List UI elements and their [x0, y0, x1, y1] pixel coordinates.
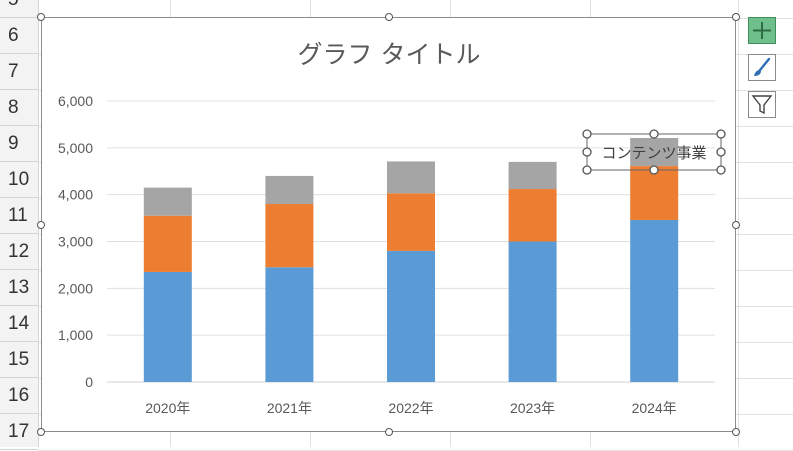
annotation-resize-handle[interactable] — [582, 147, 592, 157]
bar-segment[interactable] — [265, 204, 314, 268]
row-number[interactable]: 13 — [0, 270, 38, 306]
bar-segment[interactable] — [508, 241, 557, 383]
bar-segment[interactable] — [508, 189, 557, 242]
row-number[interactable]: 15 — [0, 342, 38, 378]
y-tick-label: 6,000 — [58, 93, 93, 109]
annotation-resize-handle[interactable] — [716, 129, 726, 139]
y-tick-label: 0 — [85, 374, 93, 390]
row-header-column: 567891011121314151617 — [0, 0, 39, 450]
row-number[interactable]: 16 — [0, 378, 38, 414]
chart-filters-button[interactable] — [748, 91, 776, 118]
plus-icon — [753, 22, 771, 39]
row-number[interactable]: 11 — [0, 198, 38, 234]
bar-segment[interactable] — [265, 267, 314, 382]
x-tick-label: 2023年 — [510, 400, 555, 416]
chart-title[interactable]: グラフ タイトル — [298, 40, 481, 69]
y-tick-label: 3,000 — [58, 234, 93, 250]
bar-segment[interactable] — [630, 137, 679, 167]
y-tick-label: 1,000 — [58, 327, 93, 343]
bar-segment[interactable] — [387, 161, 435, 194]
row-number[interactable]: 14 — [0, 306, 38, 342]
filter-icon — [751, 95, 773, 115]
chart-svg: グラフ タイトル 0 1,000 2,000 3,000 4,000 5,000 6,000 2… — [58, 40, 726, 416]
row-number[interactable]: 17 — [0, 414, 38, 450]
row-number[interactable]: 8 — [0, 90, 38, 126]
bar-segment[interactable] — [387, 193, 435, 251]
x-tick-label: 2020年 — [145, 400, 190, 416]
annotation-resize-handle[interactable] — [582, 129, 592, 139]
chart-styles-button[interactable] — [748, 54, 776, 81]
bar-segment[interactable] — [630, 166, 679, 220]
bar-segment[interactable] — [265, 175, 314, 205]
x-tick-label: 2022年 — [388, 400, 433, 416]
x-tick-label: 2021年 — [267, 400, 312, 416]
chart-elements-button[interactable] — [748, 17, 776, 44]
chart-resize-handle[interactable] — [37, 13, 45, 21]
annotation-resize-handle[interactable] — [649, 165, 659, 175]
y-tick-label: 4,000 — [58, 187, 93, 203]
chart-resize-handle[interactable] — [384, 13, 393, 21]
bar-segment[interactable] — [387, 250, 435, 382]
annotation-resize-handle[interactable] — [716, 147, 726, 157]
annotation-resize-handle[interactable] — [649, 129, 659, 139]
row-number[interactable]: 10 — [0, 162, 38, 198]
chart-resize-handle[interactable] — [732, 13, 740, 21]
chart-resize-handle[interactable] — [37, 220, 45, 229]
annotation-label[interactable]: コンテンツ事業 — [601, 144, 706, 162]
annotation-resize-handle[interactable] — [716, 165, 726, 175]
bar-segment[interactable] — [143, 215, 192, 272]
row-number[interactable]: 9 — [0, 126, 38, 162]
y-tick-label: 2,000 — [58, 280, 93, 296]
brush-icon — [754, 57, 771, 76]
bar-segment[interactable] — [630, 219, 679, 382]
chart-resize-handle[interactable] — [384, 428, 393, 436]
bar-segment[interactable] — [508, 161, 557, 190]
bar-segment[interactable] — [143, 271, 192, 382]
bar-segment[interactable] — [143, 187, 192, 216]
chart-area[interactable]: グラフ タイトル 0 1,000 2,000 3,000 4,000 5,000 6,000 2… — [41, 17, 736, 432]
chart-resize-handle[interactable] — [37, 428, 45, 436]
annotation-resize-handle[interactable] — [582, 165, 592, 175]
chart-resize-handle[interactable] — [732, 220, 740, 229]
row-number[interactable]: 6 — [0, 18, 38, 54]
y-tick-label: 5,000 — [58, 140, 93, 156]
chart-resize-handle[interactable] — [732, 428, 740, 436]
row-number[interactable]: 5 — [0, 0, 38, 18]
row-number[interactable]: 7 — [0, 54, 38, 90]
x-tick-label: 2024年 — [632, 400, 677, 416]
row-number[interactable]: 12 — [0, 234, 38, 270]
